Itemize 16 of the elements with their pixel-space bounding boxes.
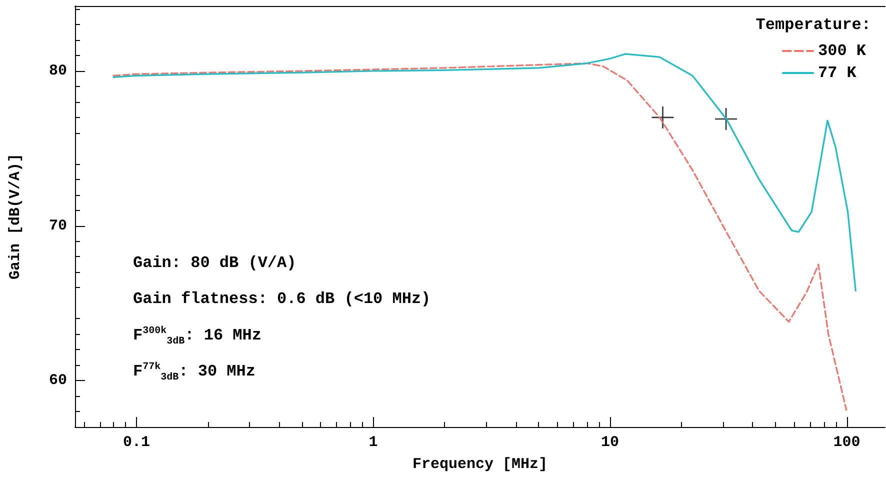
y-tick-label: 70 bbox=[48, 217, 67, 234]
x-tick-label: 100 bbox=[833, 434, 860, 451]
annotation: F$^{300k}$$_{3dB}$: 16 MHz bbox=[133, 326, 262, 348]
legend-label: 300 K bbox=[818, 42, 866, 60]
x-tick-label: 10 bbox=[601, 434, 620, 451]
legend-title: Temperature: bbox=[756, 16, 871, 34]
y-tick-label: 60 bbox=[48, 372, 67, 390]
x-tick-label: 0.1 bbox=[122, 434, 150, 451]
x-tick-label: 1 bbox=[368, 434, 378, 451]
y-tick-label: 80 bbox=[48, 62, 67, 80]
x-axis-title: Frequency [MHz] bbox=[412, 456, 548, 473]
annotation: F$^{77k}$$_{3dB}$: 30 MHz bbox=[133, 362, 256, 384]
y-axis-title: Gain [dB(V/A)] bbox=[7, 153, 24, 280]
legend-label: 77 K bbox=[818, 64, 857, 82]
annotation: Gain flatness: 0.6 dB (<10 MHz) bbox=[133, 290, 431, 308]
annotation: Gain: 80 dB (V/A) bbox=[133, 254, 296, 272]
